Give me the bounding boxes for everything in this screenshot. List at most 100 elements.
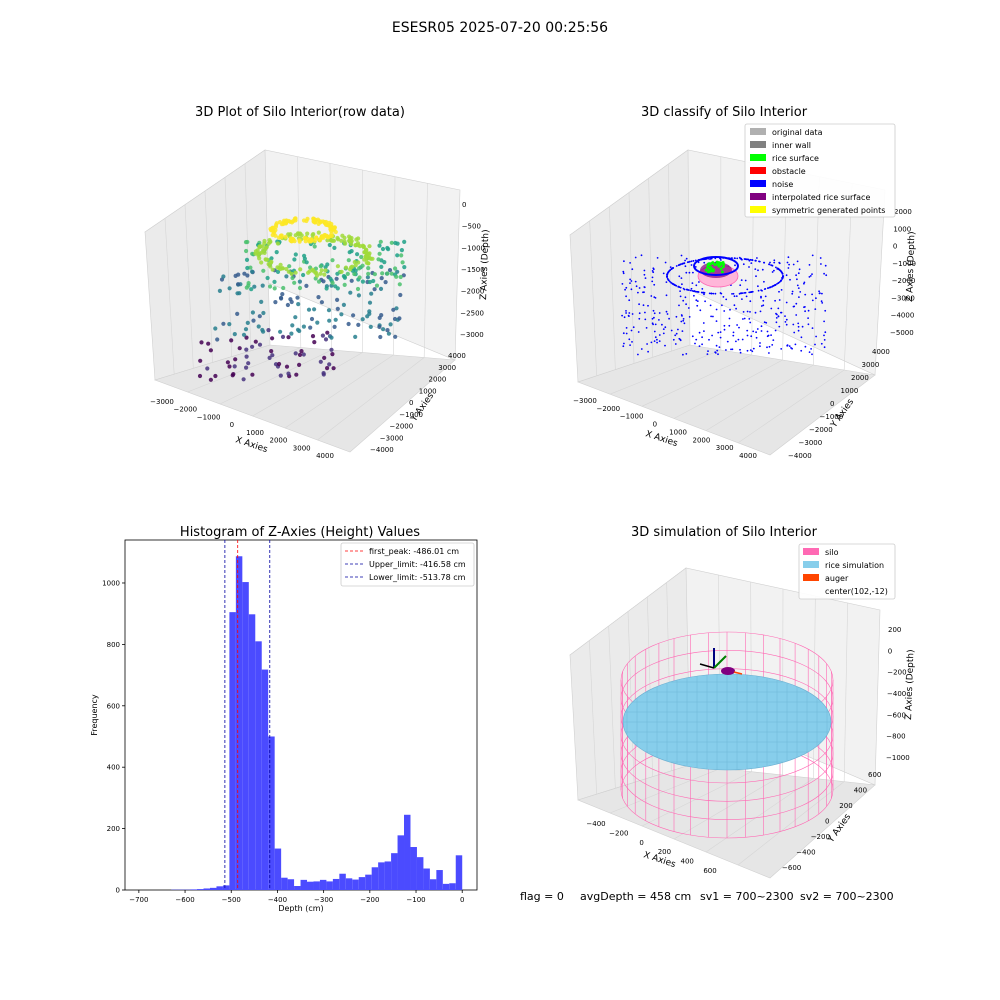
raw-point bbox=[387, 268, 393, 273]
simulation-legend-label: rice simulation bbox=[825, 561, 884, 570]
noise-point bbox=[751, 290, 754, 293]
raw-point bbox=[348, 290, 353, 295]
raw-point bbox=[335, 306, 340, 311]
raw-point bbox=[245, 239, 250, 245]
histogram-y-tick-label: 0 bbox=[116, 887, 120, 895]
raw-point bbox=[393, 334, 398, 339]
noise-point bbox=[808, 351, 811, 353]
noise-point bbox=[759, 345, 761, 348]
raw-point bbox=[349, 265, 354, 270]
noise-point bbox=[755, 259, 757, 262]
raw-point bbox=[312, 238, 317, 244]
noise-point bbox=[720, 259, 722, 261]
noise-point bbox=[752, 347, 755, 350]
raw-y-tick: 1000 bbox=[419, 387, 437, 395]
noise-point bbox=[788, 263, 790, 266]
raw-point bbox=[397, 282, 402, 287]
raw-y-tick: −3000 bbox=[380, 434, 404, 442]
noise-point bbox=[811, 353, 813, 356]
noise-point bbox=[652, 309, 655, 312]
noise-point bbox=[685, 271, 688, 274]
noise-point bbox=[690, 264, 693, 266]
noise-point bbox=[811, 293, 813, 296]
noise-point bbox=[643, 291, 645, 293]
status-line: flag = 0 avgDepth = 458 cm sv1 = 700~230… bbox=[520, 890, 894, 903]
noise-point bbox=[760, 295, 762, 298]
raw-point bbox=[382, 260, 387, 265]
histogram-x-ticks: −700 −600 −500 −400 −300 −200 −100 0 bbox=[129, 890, 464, 904]
noise-point bbox=[668, 317, 670, 320]
raw-point-cloud bbox=[197, 216, 407, 382]
raw-point bbox=[367, 311, 372, 316]
raw-point bbox=[257, 342, 263, 347]
simulation-x-tick: −200 bbox=[609, 829, 628, 837]
noise-point bbox=[770, 264, 773, 267]
histogram-y-tick-label: 600 bbox=[107, 702, 120, 710]
noise-point bbox=[682, 319, 685, 322]
raw-point bbox=[253, 251, 258, 256]
noise-point bbox=[815, 297, 817, 300]
noise-point bbox=[780, 289, 783, 291]
raw-point bbox=[369, 291, 374, 296]
raw-point bbox=[385, 271, 390, 276]
raw-zlabel: Z Axies (Depth) bbox=[479, 229, 491, 300]
raw-z-tick: −500 bbox=[462, 223, 481, 231]
raw-point bbox=[353, 263, 358, 268]
histogram-bar bbox=[281, 877, 288, 890]
noise-point bbox=[716, 349, 719, 352]
raw-point bbox=[320, 333, 325, 338]
noise-point bbox=[808, 276, 811, 278]
noise-point bbox=[768, 263, 771, 266]
raw-point bbox=[260, 244, 265, 249]
noise-point bbox=[818, 292, 821, 295]
classify-legend-swatch bbox=[750, 141, 766, 148]
noise-point bbox=[815, 335, 817, 338]
raw-point bbox=[351, 313, 356, 318]
raw-point bbox=[371, 278, 376, 284]
raw-point bbox=[321, 235, 326, 240]
noise-point bbox=[715, 344, 718, 347]
classify-z-tick: 0 bbox=[893, 243, 897, 251]
noise-point bbox=[823, 339, 826, 341]
raw-point bbox=[395, 253, 400, 258]
raw-point bbox=[259, 260, 264, 265]
raw-point bbox=[306, 270, 311, 275]
histogram-bar bbox=[358, 877, 366, 890]
raw-point bbox=[283, 221, 288, 226]
noise-point bbox=[679, 339, 682, 342]
raw-point bbox=[289, 220, 295, 225]
raw-point bbox=[245, 265, 250, 271]
noise-point bbox=[729, 308, 731, 311]
noise-point bbox=[644, 277, 647, 279]
noise-point bbox=[692, 260, 695, 262]
noise-point bbox=[759, 310, 762, 313]
raw-point bbox=[318, 271, 323, 276]
noise-point bbox=[723, 328, 726, 331]
noise-point bbox=[735, 307, 737, 310]
noise-point bbox=[665, 281, 668, 283]
noise-point bbox=[695, 338, 698, 341]
noise-point bbox=[719, 336, 722, 339]
classify-x-tick: −1000 bbox=[620, 413, 644, 421]
noise-point bbox=[751, 350, 754, 353]
noise-point bbox=[658, 334, 661, 336]
raw-point bbox=[290, 323, 295, 328]
noise-point bbox=[625, 310, 627, 312]
noise-point bbox=[733, 295, 736, 298]
noise-point bbox=[651, 280, 654, 283]
raw-point bbox=[361, 244, 366, 250]
raw-point bbox=[353, 334, 358, 339]
raw-point bbox=[273, 300, 278, 305]
raw-point bbox=[310, 267, 315, 272]
raw-point bbox=[301, 352, 306, 357]
noise-point bbox=[796, 278, 798, 281]
noise-point bbox=[667, 271, 669, 274]
simulation-z-tick: −1000 bbox=[886, 754, 910, 762]
classify-z-tick: 2000 bbox=[894, 208, 912, 216]
raw-x-tick: 2000 bbox=[269, 437, 287, 445]
noise-point bbox=[647, 304, 649, 307]
raw-point bbox=[296, 302, 301, 307]
noise-point bbox=[669, 266, 672, 268]
noise-point bbox=[665, 310, 668, 313]
noise-point bbox=[702, 291, 705, 294]
